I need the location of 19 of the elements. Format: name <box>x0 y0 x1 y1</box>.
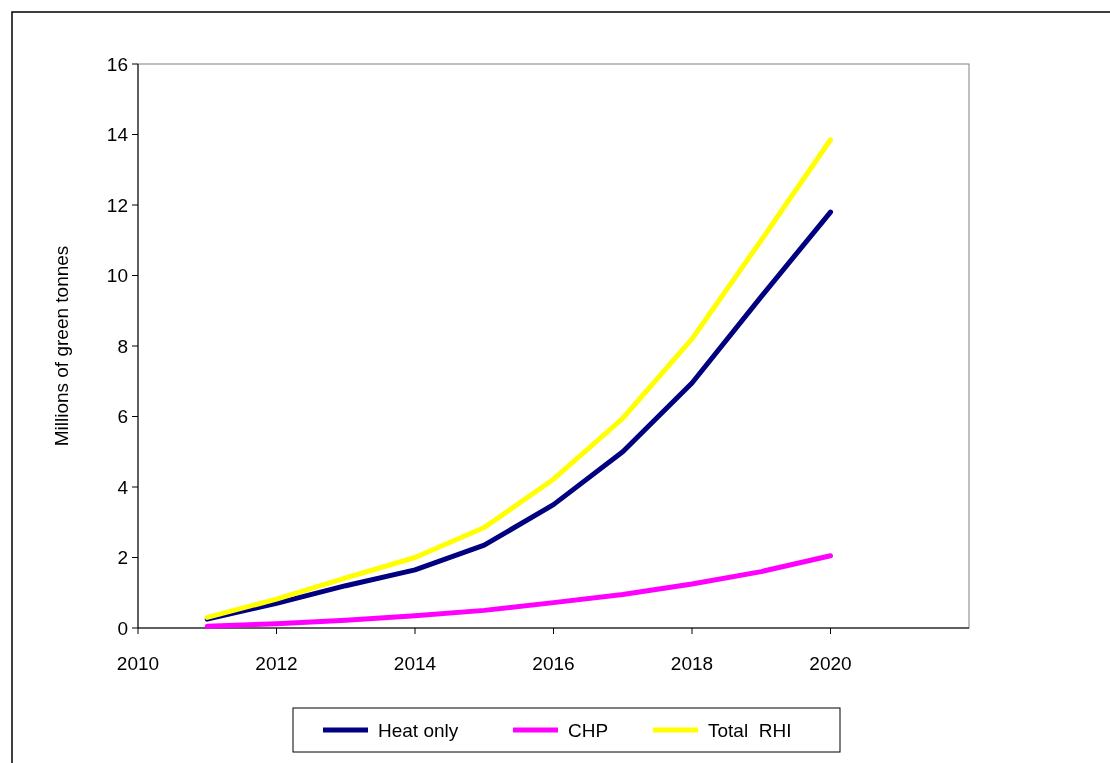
y-tick-label: 4 <box>117 476 129 498</box>
x-tick-label: 2020 <box>809 653 852 674</box>
y-tick-label: 8 <box>117 335 128 357</box>
y-tick-label: 16 <box>106 53 128 75</box>
y-axis-title: Millions of green tonnes <box>51 245 72 447</box>
y-tick-label: 0 <box>117 617 128 639</box>
y-tick-label: 12 <box>106 194 128 216</box>
legend-label: Heat only <box>378 719 459 741</box>
x-tick-label: 2014 <box>393 653 437 674</box>
x-tick-label: 2018 <box>670 653 714 674</box>
x-tick-label: 2012 <box>255 653 298 674</box>
y-tick-label: 6 <box>117 406 128 428</box>
x-tick-label: 2016 <box>532 653 575 674</box>
legend-label: CHP <box>568 719 609 741</box>
legend-label: Total RHI <box>708 719 792 741</box>
x-tick-label: 2010 <box>116 653 160 674</box>
y-tick-label: 14 <box>106 124 129 146</box>
y-tick-label: 2 <box>117 547 128 569</box>
y-tick-label: 10 <box>106 265 128 287</box>
